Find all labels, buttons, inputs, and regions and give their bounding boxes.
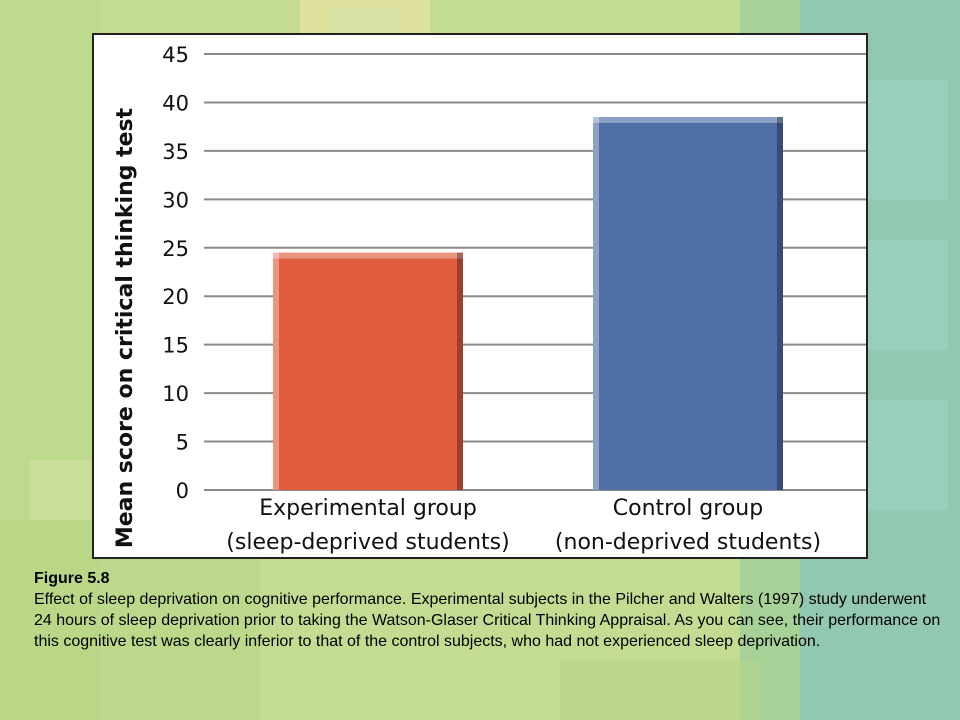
y-tick-label: 10 [162,382,189,406]
bar [273,252,463,490]
bar-chart: 0 5 10 15 20 25 30 35 40 45 Experimental group (sl… [113,43,866,555]
category-labels: Experimental group (sleep-deprived studen… [226,496,821,555]
y-axis-title: Mean score on critical thinking test [113,107,138,548]
bar-highlight [273,252,279,490]
y-tick-label: 15 [162,334,189,358]
caption-body: Effect of sleep deprivation on cognitive… [34,591,941,650]
category-label: Control group [613,496,763,521]
bar-body [273,252,463,490]
bar-top [593,116,783,123]
chart-panel: 0 5 10 15 20 25 30 35 40 45 Experimental group (sl… [92,33,868,559]
category-label: (non-deprived students) [555,530,821,555]
bar-highlight [593,116,599,490]
y-tick-label: 30 [162,188,189,212]
y-tick-label: 5 [176,431,189,455]
y-tick-label: 0 [176,479,189,503]
y-tick-label: 25 [162,237,189,261]
bar-body [593,116,783,490]
category-label: (sleep-deprived students) [226,530,509,555]
bar-shadow [777,116,783,490]
bar-top [273,252,463,259]
bar [593,116,783,490]
y-tick-labels: 0 5 10 15 20 25 30 35 40 45 [162,43,189,503]
figure-caption: Figure 5.8 Effect of sleep deprivation o… [34,568,944,652]
y-tick-label: 20 [162,285,189,309]
y-tick-label: 35 [162,140,189,164]
bars [273,116,783,490]
y-tick-label: 40 [162,91,189,115]
bar-shadow [457,252,463,490]
y-tick-label: 45 [162,43,189,67]
caption-title: Figure 5.8 [34,570,110,587]
category-label: Experimental group [259,496,477,521]
